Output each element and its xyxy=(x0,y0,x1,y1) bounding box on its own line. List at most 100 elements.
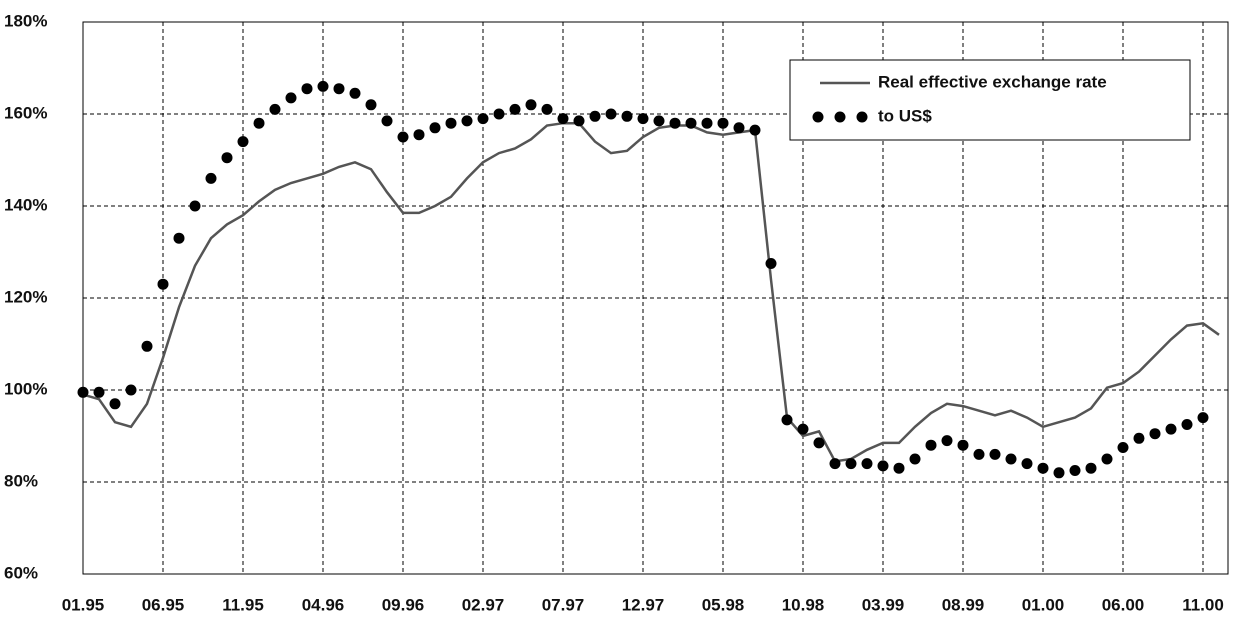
series-dot xyxy=(429,122,441,134)
series-dot xyxy=(349,87,361,99)
series-dot xyxy=(77,386,89,398)
series-dot xyxy=(125,384,137,396)
series-dot xyxy=(589,110,601,122)
x-tick-label: 05.98 xyxy=(702,595,745,614)
series-dot xyxy=(509,103,521,115)
series-dot xyxy=(893,462,905,474)
x-tick-label: 09.96 xyxy=(382,595,425,614)
x-tick-label: 01.95 xyxy=(62,595,105,614)
series-line xyxy=(82,121,1220,463)
series-dot xyxy=(413,129,425,141)
series-dot xyxy=(1133,432,1145,444)
series-dot xyxy=(1037,462,1049,474)
y-tick-label: 120% xyxy=(4,287,47,306)
series-dot xyxy=(829,458,841,470)
series-dot xyxy=(1085,462,1097,474)
x-tick-label: 12.97 xyxy=(622,595,665,614)
series-dot xyxy=(93,386,105,398)
series-dot xyxy=(685,117,697,129)
x-tick-label: 06.95 xyxy=(142,595,185,614)
series-dot xyxy=(637,113,649,125)
x-tick-label: 04.96 xyxy=(302,595,345,614)
series-dot xyxy=(1069,465,1081,476)
series-dot xyxy=(669,117,681,129)
series-dot xyxy=(1005,453,1017,465)
series-dot xyxy=(333,83,345,95)
x-tick-label: 03.99 xyxy=(862,595,905,614)
series-dot xyxy=(541,103,553,115)
series-dot xyxy=(381,115,393,127)
series-dot xyxy=(461,115,473,127)
y-tick-label: 100% xyxy=(4,379,47,398)
legend-label: Real effective exchange rate xyxy=(878,72,1107,91)
series-dot xyxy=(621,110,633,122)
y-tick-label: 180% xyxy=(4,11,47,30)
series-dot xyxy=(605,108,617,120)
series-dot xyxy=(477,113,489,125)
series-dot xyxy=(1053,467,1065,479)
series-dot xyxy=(765,258,777,269)
series-dot xyxy=(781,414,793,426)
series-dot xyxy=(365,99,377,111)
series-dot xyxy=(861,458,873,470)
x-tick-label: 06.00 xyxy=(1102,595,1145,614)
series-dot xyxy=(701,117,713,129)
x-tick-label: 08.99 xyxy=(942,595,985,614)
series-dot xyxy=(845,458,857,470)
series-dot xyxy=(221,152,233,164)
legend-label: to US$ xyxy=(878,106,932,125)
series-dot xyxy=(1117,442,1129,453)
series-dot xyxy=(317,80,329,92)
legend-dot xyxy=(834,111,846,123)
series-dot xyxy=(1149,428,1161,440)
series-dot xyxy=(557,113,569,125)
x-tick-label: 01.00 xyxy=(1022,595,1065,614)
x-tick-label: 07.97 xyxy=(542,595,585,614)
series-dot xyxy=(445,117,457,129)
x-tick-label: 10.98 xyxy=(782,595,825,614)
series-dot xyxy=(813,437,825,449)
legend-dot xyxy=(812,111,824,123)
legend-dot xyxy=(856,111,868,123)
series-dot xyxy=(285,92,297,104)
series-dot xyxy=(877,460,889,472)
series-dot xyxy=(189,200,201,212)
series-dot xyxy=(141,340,153,352)
series-dot xyxy=(989,448,1001,460)
series-dot xyxy=(733,122,745,134)
series-dot xyxy=(797,423,809,435)
series-dot xyxy=(157,278,169,290)
series-dot xyxy=(1165,423,1177,435)
series-dot xyxy=(253,117,265,129)
series-dot xyxy=(1181,419,1193,430)
series-dot xyxy=(237,136,249,148)
series-dot xyxy=(909,453,921,465)
series-dot xyxy=(573,115,585,127)
series-dot xyxy=(109,398,121,410)
series-dot xyxy=(205,172,217,184)
y-tick-label: 60% xyxy=(4,563,38,582)
series-dot xyxy=(301,83,313,95)
series-dot xyxy=(1021,458,1033,470)
series-dot xyxy=(653,115,665,127)
series-dot xyxy=(1101,453,1113,465)
series-dot xyxy=(397,131,409,143)
series-dot xyxy=(941,435,953,447)
series-dot xyxy=(973,448,985,460)
series-dot xyxy=(749,124,761,136)
series-dot xyxy=(493,108,505,120)
x-tick-label: 02.97 xyxy=(462,595,505,614)
series-dot xyxy=(925,439,937,451)
series-dot xyxy=(1197,412,1209,424)
y-tick-label: 80% xyxy=(4,471,38,490)
plot-frame xyxy=(82,21,1229,575)
x-tick-label: 11.95 xyxy=(222,595,264,614)
series-dot xyxy=(525,99,537,111)
y-tick-label: 140% xyxy=(4,195,47,214)
legend-box xyxy=(789,59,1191,141)
series-dot xyxy=(717,117,729,129)
series-dot xyxy=(957,439,969,451)
x-tick-label: 11.00 xyxy=(1182,595,1224,614)
series-dot xyxy=(173,232,185,244)
